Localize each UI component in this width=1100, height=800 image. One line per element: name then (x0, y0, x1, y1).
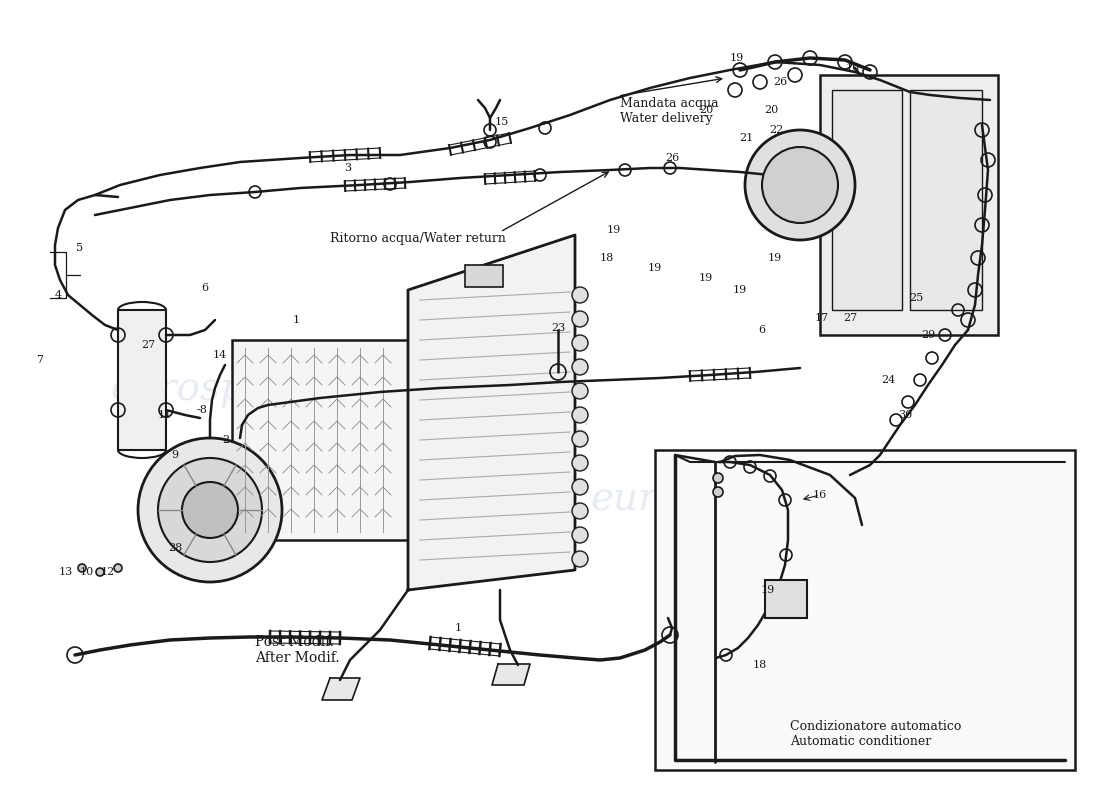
Text: 27: 27 (843, 313, 857, 323)
Text: 19: 19 (768, 253, 782, 263)
Text: 18: 18 (752, 660, 767, 670)
Text: 15: 15 (495, 117, 509, 127)
Text: 30: 30 (898, 410, 912, 420)
Circle shape (572, 503, 588, 519)
Polygon shape (322, 678, 360, 700)
Text: 19: 19 (761, 585, 776, 595)
Text: 16: 16 (846, 63, 860, 73)
Text: 7: 7 (36, 355, 44, 365)
Text: 12: 12 (101, 567, 116, 577)
Bar (832, 90, 902, 310)
Circle shape (572, 383, 588, 399)
Circle shape (182, 482, 238, 538)
Text: -8: -8 (197, 405, 208, 415)
Circle shape (572, 287, 588, 303)
Text: eurospares: eurospares (371, 411, 590, 449)
Text: 6: 6 (201, 283, 209, 293)
Circle shape (96, 568, 104, 576)
Text: 23: 23 (551, 323, 565, 333)
Text: 14: 14 (213, 350, 227, 360)
Circle shape (572, 335, 588, 351)
Circle shape (158, 458, 262, 562)
Text: Condizionatore automatico
Automatic conditioner: Condizionatore automatico Automatic cond… (790, 720, 961, 748)
Circle shape (572, 407, 588, 423)
Text: eurospares: eurospares (591, 482, 810, 518)
Text: 6: 6 (758, 325, 766, 335)
Circle shape (138, 438, 282, 582)
Circle shape (762, 147, 838, 223)
Text: 20: 20 (763, 105, 778, 115)
Text: 19: 19 (698, 273, 713, 283)
Text: 19: 19 (607, 225, 621, 235)
Text: Post Modif.
After Modif.: Post Modif. After Modif. (255, 635, 340, 666)
Circle shape (713, 473, 723, 483)
Bar (910, 90, 982, 310)
Text: 9: 9 (172, 450, 178, 460)
Bar (465, 265, 503, 287)
Text: 13: 13 (59, 567, 73, 577)
Bar (654, 450, 1075, 770)
Text: 16: 16 (813, 490, 827, 500)
Text: 26: 26 (664, 153, 679, 163)
Circle shape (572, 311, 588, 327)
Text: 18: 18 (600, 253, 614, 263)
Circle shape (572, 479, 588, 495)
Text: Mandata acqua
Water delivery: Mandata acqua Water delivery (620, 97, 718, 125)
Text: 19: 19 (733, 285, 747, 295)
Text: 29: 29 (921, 330, 935, 340)
Text: 22: 22 (769, 125, 783, 135)
Text: eurospares: eurospares (110, 371, 330, 409)
Bar (764, 580, 807, 618)
Circle shape (745, 130, 855, 240)
Text: 19: 19 (648, 263, 662, 273)
Text: 3: 3 (344, 163, 352, 173)
Text: 25: 25 (909, 293, 923, 303)
Text: 19: 19 (730, 53, 744, 63)
Circle shape (78, 564, 86, 572)
Polygon shape (408, 235, 575, 590)
Text: 1: 1 (293, 315, 299, 325)
Circle shape (572, 431, 588, 447)
Text: 4: 4 (54, 290, 62, 300)
Bar (118, 310, 166, 450)
Text: 2: 2 (222, 435, 230, 445)
Text: 5: 5 (76, 243, 84, 253)
Text: 11: 11 (158, 410, 172, 420)
Bar (820, 75, 998, 335)
Circle shape (114, 564, 122, 572)
Circle shape (713, 487, 723, 497)
Circle shape (572, 455, 588, 471)
Polygon shape (492, 664, 530, 685)
Text: 1: 1 (454, 623, 462, 633)
Bar (232, 340, 410, 540)
Text: 21: 21 (739, 133, 754, 143)
Text: 27: 27 (141, 340, 155, 350)
Text: 10: 10 (80, 567, 95, 577)
Circle shape (572, 527, 588, 543)
Text: 26: 26 (773, 77, 788, 87)
Text: 24: 24 (881, 375, 895, 385)
Text: 17: 17 (815, 313, 829, 323)
Circle shape (572, 551, 588, 567)
Text: 20: 20 (698, 105, 713, 115)
Text: 28: 28 (168, 543, 183, 553)
Circle shape (572, 359, 588, 375)
Text: Ritorno acqua/Water return: Ritorno acqua/Water return (330, 232, 506, 245)
